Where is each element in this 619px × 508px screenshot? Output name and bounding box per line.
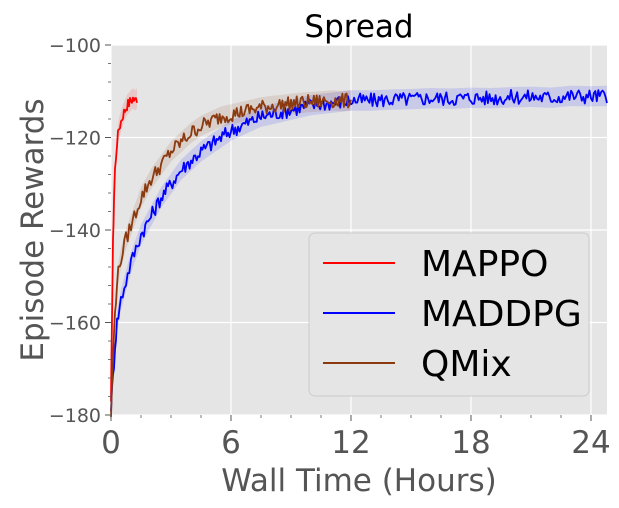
legend-label-qmix: QMix	[421, 344, 512, 385]
chart-title: Spread	[304, 9, 413, 45]
y-tick-label: −180	[49, 405, 101, 427]
x-tick-label: 18	[451, 425, 490, 461]
legend: MAPPO MADDPG QMix	[308, 232, 590, 397]
series-lines	[110, 89, 608, 418]
legend-box	[308, 232, 590, 397]
axis-ticks: −180 −160 −140 −120 −100 0 6 12 18 24	[49, 35, 611, 461]
y-tick-label: −140	[49, 220, 101, 242]
legend-label-maddpg: MADDPG	[421, 294, 582, 335]
y-tick-label: −160	[49, 313, 101, 335]
legend-label-mappo: MAPPO	[421, 244, 548, 285]
x-tick-label: 12	[331, 425, 370, 461]
series-line-qmix	[110, 92, 352, 418]
x-tick-label: 0	[101, 425, 121, 461]
legend-items: MAPPO MADDPG QMix	[323, 244, 582, 385]
y-tick-label: −100	[49, 35, 101, 57]
x-tick-label: 24	[571, 425, 610, 461]
series-line-mappo	[110, 96, 138, 402]
y-tick-label: −120	[49, 128, 101, 150]
series-line-maddpg	[110, 89, 608, 412]
x-tick-label: 6	[221, 425, 241, 461]
y-axis-label: Episode Rewards	[15, 98, 51, 361]
x-axis-label: Wall Time (Hours)	[221, 463, 496, 499]
